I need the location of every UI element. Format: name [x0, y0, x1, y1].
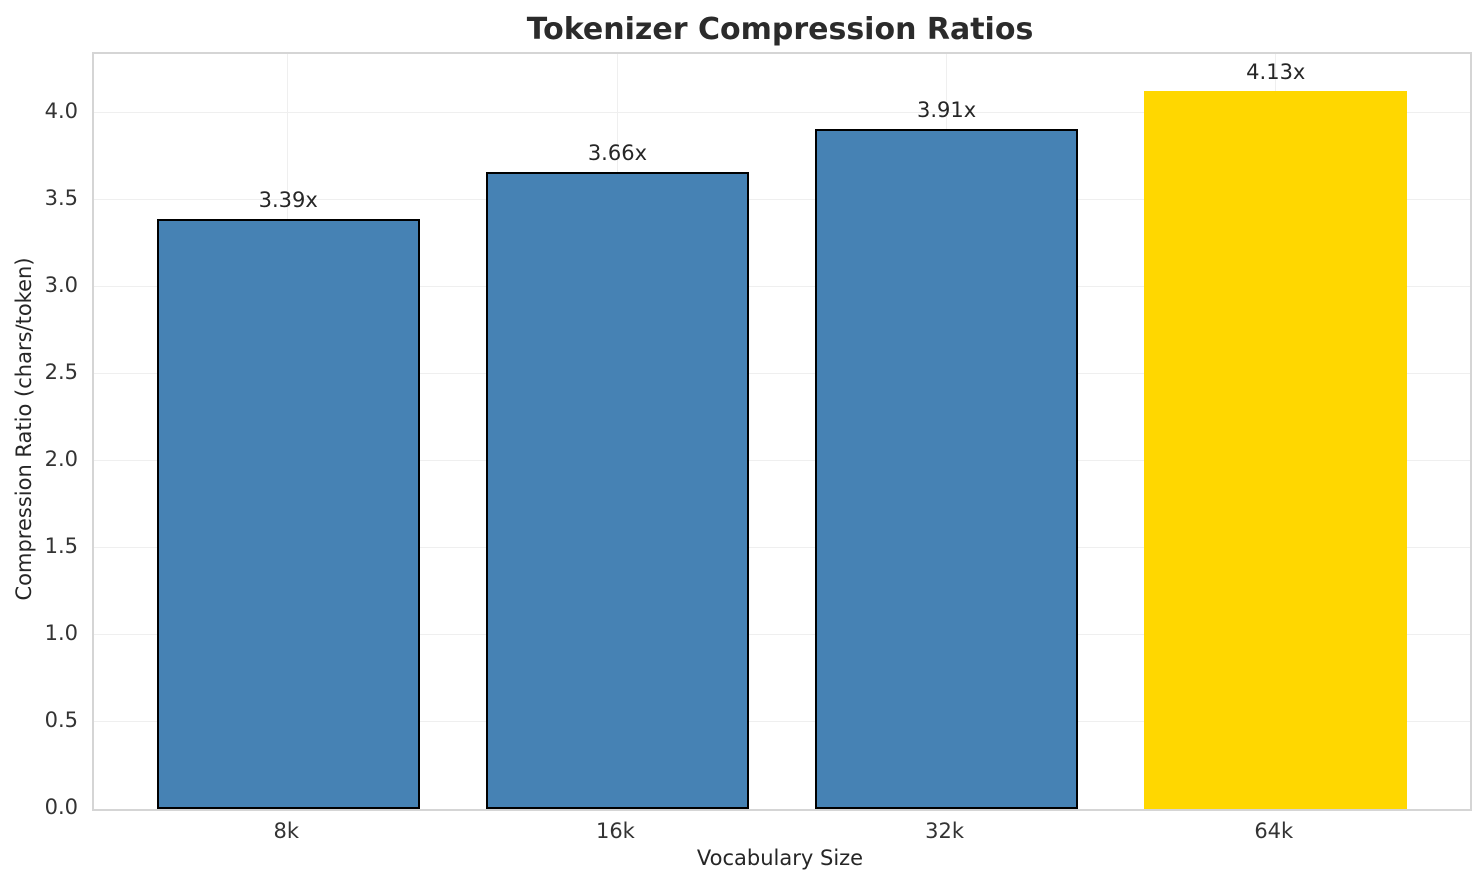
- bar-16k: [485, 172, 750, 809]
- x-axis-label: Vocabulary Size: [696, 846, 864, 870]
- y-gridline: [94, 460, 1470, 462]
- plot-area: 3.39x 3.66x 3.91x 4.13x: [92, 52, 1472, 811]
- y-gridline: [94, 286, 1470, 288]
- bar-8k: [156, 219, 420, 809]
- bar-value-label: 3.39x: [258, 188, 318, 213]
- y-tick-label: 1.5: [44, 534, 78, 559]
- y-tick-label: 2.5: [44, 360, 78, 385]
- y-gridline: [94, 112, 1470, 114]
- y-tick-label: 3.0: [44, 273, 78, 298]
- y-gridline: [94, 373, 1470, 375]
- x-tick-label: 32k: [925, 819, 965, 843]
- y-tick-label: 4.0: [44, 99, 78, 124]
- y-tick-label: 1.0: [44, 621, 78, 646]
- y-tick-label: 0.5: [44, 708, 78, 733]
- y-gridline: [94, 634, 1470, 636]
- chart-title: Tokenizer Compression Ratios: [526, 12, 1034, 47]
- bar-32k: [814, 128, 1079, 809]
- y-gridline: [94, 199, 1470, 201]
- bar-value-label: 3.66x: [587, 141, 647, 166]
- bar-value-label: 3.91x: [916, 97, 977, 122]
- y-gridline: [94, 721, 1470, 723]
- y-axis-label: Compression Ratio (chars/token): [12, 257, 36, 601]
- x-tick-label: 16k: [595, 819, 635, 843]
- x-tick-label: 64k: [1254, 819, 1294, 843]
- x-tick-label: 8k: [273, 819, 299, 843]
- y-tick-label: 0.0: [44, 795, 78, 819]
- y-tick-label: 3.5: [44, 186, 78, 211]
- bar-64k: [1144, 90, 1408, 809]
- y-gridline: [94, 547, 1470, 549]
- y-tick-label: 2.0: [44, 447, 78, 472]
- bar-value-label: 4.13x: [1246, 59, 1306, 84]
